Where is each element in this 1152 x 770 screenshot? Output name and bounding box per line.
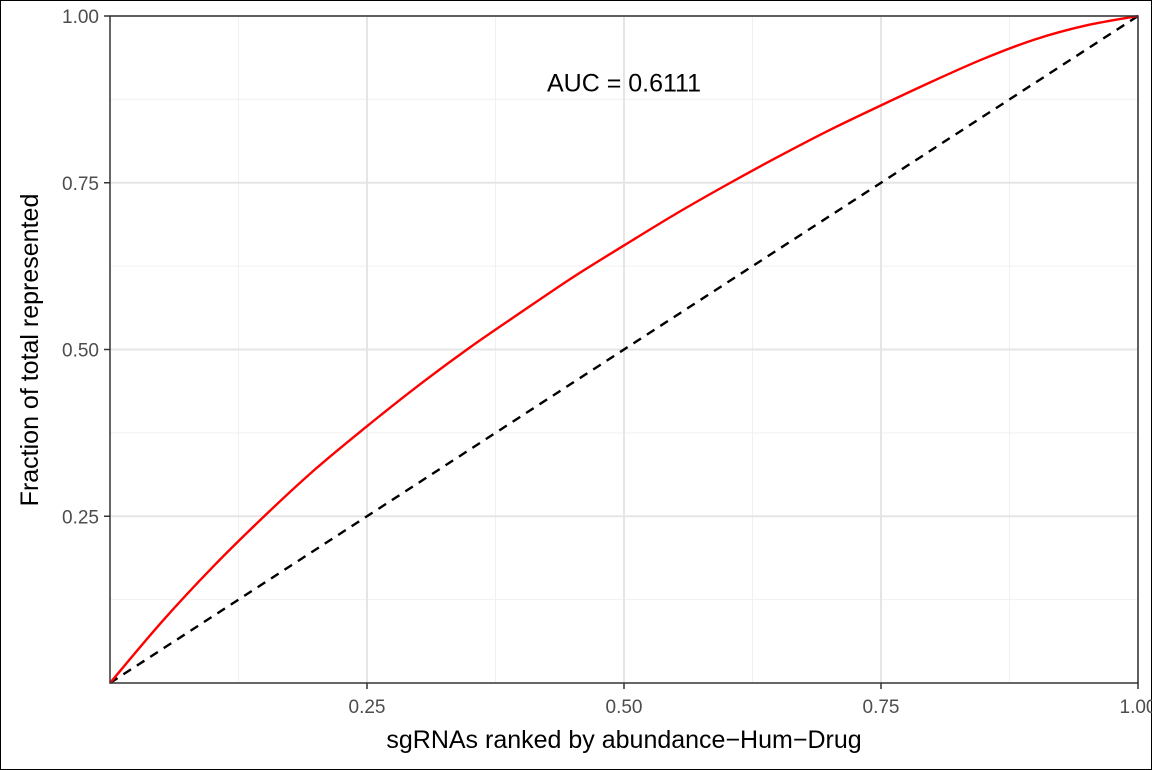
y-tick-label: 0.50: [62, 341, 99, 362]
auc-annotation: AUC = 0.6111: [547, 70, 701, 98]
x-tick-label: 1.00: [1120, 697, 1152, 718]
y-axis-title: Fraction of total represented: [16, 194, 44, 507]
y-tick-label: 1.00: [62, 7, 99, 28]
y-tick-label: 0.75: [62, 174, 99, 195]
axis-ticks: 0.25 0.50 0.75 1.00 0.25 0.50 0.75 1.00: [62, 7, 1152, 718]
x-tick-label: 0.25: [349, 697, 386, 718]
x-tick-label: 0.75: [863, 697, 900, 718]
y-tick-label: 0.25: [62, 507, 99, 528]
x-tick-label: 0.50: [606, 697, 643, 718]
cumulative-fraction-curve: [109, 14, 1139, 684]
x-axis-title: sgRNAs ranked by abundance−Hum−Drug: [386, 726, 861, 754]
series-layer: [109, 14, 1139, 685]
reference-diagonal-line: [109, 14, 1139, 685]
